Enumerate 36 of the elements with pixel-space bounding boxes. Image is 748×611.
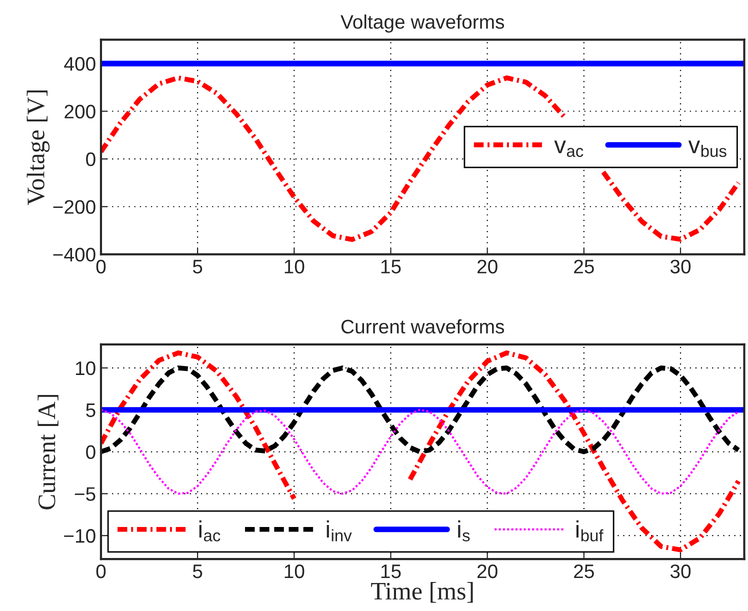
x-tick-label: 10 <box>284 564 304 578</box>
y-tick-label: 400 <box>64 57 96 71</box>
y-tick-label: −400 <box>53 248 96 262</box>
legend-label: i$_{ac}$ <box>199 520 220 542</box>
y-tick-label: 5 <box>86 404 96 418</box>
y-tick-label: −200 <box>53 200 96 214</box>
x-tick-label: 30 <box>670 564 691 578</box>
y-axis-title: Voltage [V] <box>26 90 50 206</box>
y-tick-label: 10 <box>76 361 96 376</box>
y-tick-label: −5 <box>74 487 96 501</box>
y-tick-label: 0 <box>86 152 96 166</box>
y-axis-title: Current [A] <box>38 394 58 510</box>
legend-label: v$_{bus}$ <box>688 140 726 157</box>
x-tick-label: 30 <box>670 260 691 274</box>
x-tick-label: 25 <box>574 260 594 274</box>
x-tick-label: 10 <box>284 260 304 274</box>
x-tick-label: 0 <box>96 564 106 578</box>
legend-label: i$_{s}$ <box>458 520 470 542</box>
line-series <box>100 408 740 495</box>
x-tick-label: 20 <box>478 260 498 274</box>
x-tick-label: 15 <box>381 564 401 578</box>
legend-label: i$_{inv}$ <box>326 520 352 542</box>
legend-label: i$_{buf}$ <box>576 520 604 542</box>
y-tick-label: −10 <box>64 529 96 543</box>
y-tick-label: 0 <box>86 445 96 459</box>
x-axis-title: Time [ms] <box>371 582 473 603</box>
x-tick-label: 5 <box>192 260 202 274</box>
chart-title: Current waveforms <box>341 319 504 334</box>
x-tick-label: 20 <box>478 564 498 578</box>
x-tick-label: 0 <box>96 260 106 274</box>
y-tick-label: 200 <box>64 104 96 118</box>
x-tick-label: 25 <box>574 564 594 578</box>
legend-label: v$_{ac}$ <box>554 140 584 157</box>
chart-title: Voltage waveforms <box>340 14 504 33</box>
x-tick-label: 5 <box>192 564 202 578</box>
x-tick-label: 15 <box>381 260 401 274</box>
